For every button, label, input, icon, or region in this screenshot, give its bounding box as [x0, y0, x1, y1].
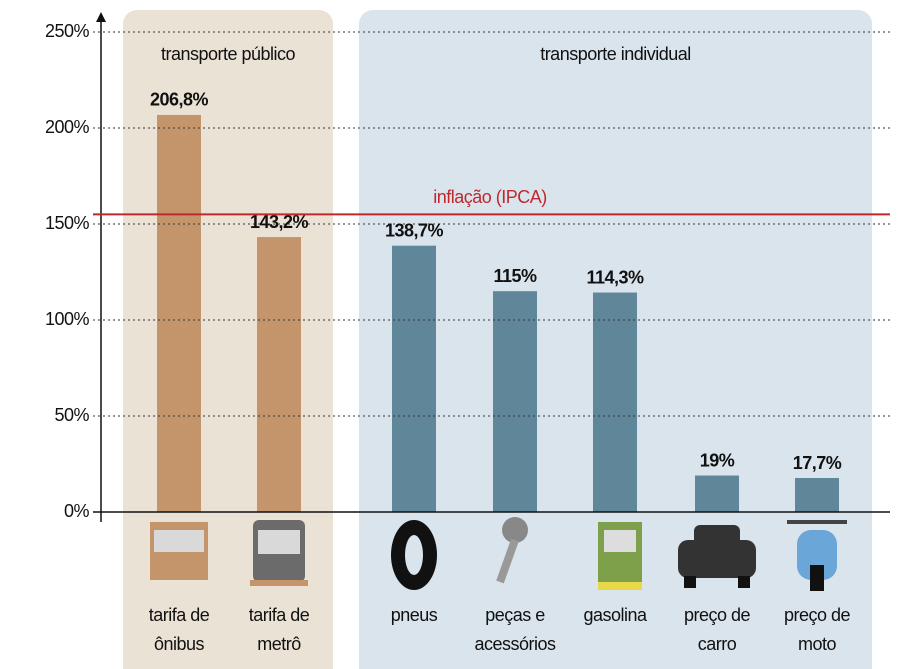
value-label: 143,2% [250, 212, 309, 232]
value-label: 19% [700, 450, 735, 470]
category-label: peças e acessórios [474, 605, 556, 654]
piston-icon [502, 517, 528, 543]
pump-display [604, 530, 636, 552]
value-label: 114,3% [586, 267, 644, 287]
metro-window [258, 530, 300, 554]
category-label: gasolina [583, 605, 647, 625]
group-label: transporte público [161, 44, 296, 64]
piston-rod [496, 538, 519, 584]
bar [257, 237, 301, 512]
y-tick-label: 250% [45, 21, 90, 41]
bus-window [154, 530, 204, 552]
car-icon [678, 540, 756, 578]
bar [795, 478, 839, 512]
pump-base [598, 582, 642, 590]
car-wheel [738, 576, 750, 588]
icons [150, 517, 847, 591]
reference-label: inflação (IPCA) [433, 187, 547, 207]
category-label: pneus [390, 605, 438, 625]
y-tick-label: 50% [54, 405, 89, 425]
group-label: transporte individual [540, 44, 691, 64]
y-tick-label: 0% [64, 501, 90, 521]
value-label: 17,7% [793, 453, 842, 473]
y-axis-arrow [96, 12, 106, 22]
tire-hole [405, 535, 423, 575]
bar [593, 292, 637, 512]
category-label: preço de moto [783, 605, 851, 654]
category-label: tarifa de metrô [248, 605, 310, 654]
moto-wheel [810, 565, 824, 591]
bar [695, 475, 739, 512]
bar [493, 291, 537, 512]
category-label: preço de carro [683, 605, 751, 654]
bar [392, 245, 436, 513]
category-label: tarifa de ônibus [148, 605, 210, 654]
y-tick-label: 150% [45, 213, 90, 233]
y-tick-label: 200% [45, 117, 90, 137]
car-roof [694, 525, 740, 545]
bar [157, 114, 201, 512]
metro-base [250, 580, 308, 586]
moto-icon [797, 530, 837, 580]
y-tick-label: 100% [45, 309, 90, 329]
value-label: 138,7% [385, 220, 444, 240]
value-label: 115% [493, 266, 537, 286]
car-wheel [684, 576, 696, 588]
value-label: 206,8% [150, 90, 209, 110]
